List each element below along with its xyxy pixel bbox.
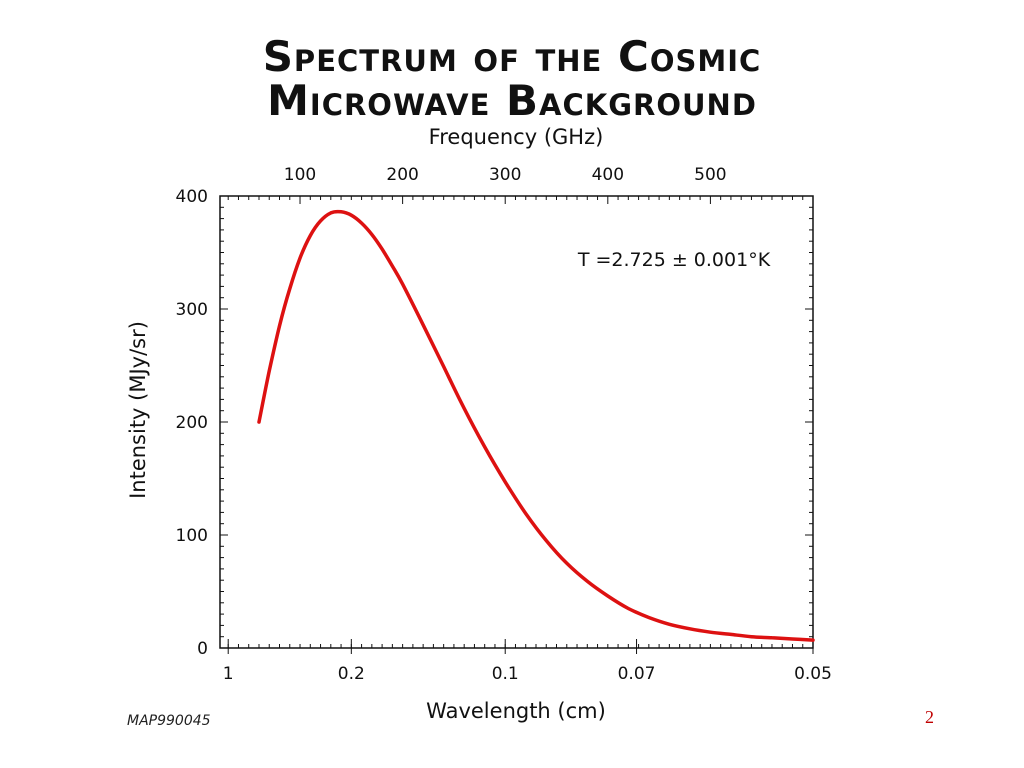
bottom-tick-label: 0.05 — [794, 664, 832, 684]
top-tick-label: 300 — [489, 165, 521, 185]
chart-title-line-2: Microwave Background — [267, 76, 757, 125]
y-tick-label: 200 — [176, 413, 208, 433]
spectrum-curve — [257, 209, 815, 642]
y-axis-title: Intensity (MJy/sr) — [126, 321, 150, 499]
top-tick-label: 200 — [386, 165, 418, 185]
chart-title-line-1: Spectrum of the Cosmic — [262, 32, 762, 81]
x-axis-title: Wavelength (cm) — [426, 699, 606, 723]
page-number: 2 — [925, 707, 934, 727]
y-tick-label: 300 — [176, 300, 208, 320]
labels-layer: 0 100 200 300 400 100 200 300 400 500 1 0.2 0.1 0.07 0… — [176, 165, 832, 684]
temperature-annotation: T =2.725 ± 0.001°K — [577, 249, 771, 271]
y-tick-label: 400 — [176, 187, 208, 207]
bottom-tick-label: 0.1 — [492, 664, 519, 684]
top-tick-label: 100 — [284, 165, 316, 185]
top-tick-label: 400 — [592, 165, 624, 185]
bottom-tick-label: 1 — [223, 664, 234, 684]
y-tick-label: 0 — [197, 639, 208, 659]
ticks-layer — [220, 195, 814, 654]
top-tick-label: 500 — [694, 165, 726, 185]
credit-label: MAP990045 — [127, 713, 211, 729]
top-axis-title: Frequency (GHz) — [429, 125, 604, 149]
bottom-tick-label: 0.2 — [338, 664, 365, 684]
y-tick-label: 100 — [176, 526, 208, 546]
bottom-tick-label: 0.07 — [618, 664, 656, 684]
